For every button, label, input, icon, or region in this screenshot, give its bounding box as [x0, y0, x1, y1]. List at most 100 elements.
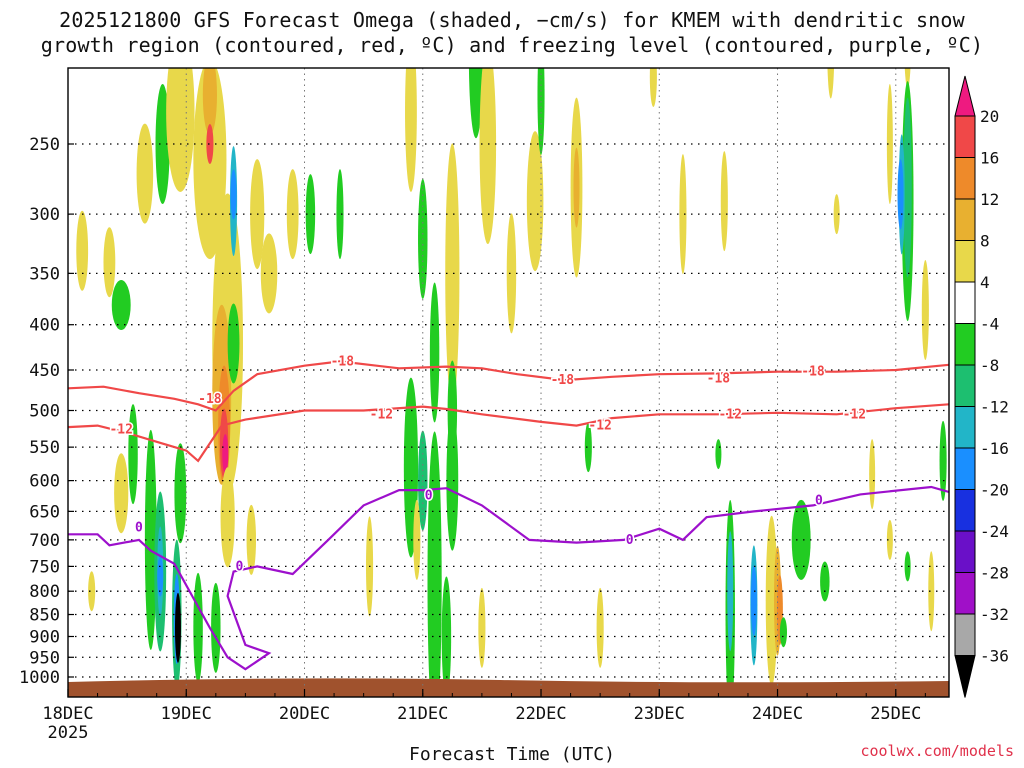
omega-cell: [128, 404, 138, 505]
contour-label: -12: [718, 407, 741, 422]
omega-cell: [833, 194, 840, 235]
omega-cell: [584, 422, 592, 473]
omega-cell: [445, 143, 460, 404]
colorbar-label: 16: [980, 149, 999, 168]
colorbar-bottom-arrow: [954, 655, 976, 698]
omega-cell: [750, 565, 757, 636]
chart-title-line2: growth region (contoured, red, ºC) and f…: [40, 33, 984, 57]
y-tick-label: 650: [29, 502, 60, 522]
omega-cell: [405, 68, 417, 192]
omega-cell: [114, 453, 129, 534]
omega-cell: [206, 124, 214, 164]
x-tick-label: 23DEC: [634, 704, 685, 724]
omega-cell: [336, 169, 344, 260]
y-tick-label: 950: [29, 648, 60, 668]
contour-label: -12: [109, 422, 132, 437]
y-tick-label: 600: [29, 472, 60, 492]
omega-cell: [820, 561, 830, 602]
omega-cell: [939, 420, 947, 501]
omega-cell: [526, 131, 544, 272]
contour-label: -18: [551, 373, 575, 388]
omega-cell: [76, 210, 89, 291]
omega-cell: [211, 582, 221, 673]
y-tick-label: 250: [29, 135, 60, 155]
omega-cell: [904, 551, 911, 582]
omega-cell: [968, 0, 977, 88]
colorbar: 20 16 12 8 4 -4 -8 -12 -16 -20 -24 -28 -32 -36: [954, 75, 1009, 698]
y-tick-label: 350: [29, 264, 60, 284]
x-tick-label: 21DEC: [397, 704, 448, 724]
contour-label: 0: [425, 489, 433, 504]
omega-cell: [355, 0, 361, 56]
y-tick-label: 300: [29, 205, 60, 225]
omega-cell: [174, 443, 187, 544]
contour-label: -12: [843, 407, 866, 422]
x-tick-label: 24DEC: [752, 704, 803, 724]
y-tick-label: 500: [29, 402, 60, 422]
omega-cell: [765, 515, 778, 686]
contour--18: [68, 360, 949, 412]
x-tick-label: 25DEC: [870, 704, 921, 724]
colorbar-label: 4: [980, 273, 990, 292]
contour-label: -18: [801, 365, 825, 380]
contour-labels: -18 -18 -18 -18 -18 -12 -12 -12 -12 -12 0 0 0 0 0: [108, 353, 868, 576]
omega-cell: [649, 68, 657, 107]
omega-cell: [506, 213, 517, 334]
omega-cell: [869, 439, 876, 510]
omega-cell: [904, 68, 911, 89]
contour-label: 0: [815, 494, 823, 509]
colorbar-label: -28: [980, 564, 1009, 583]
omega-cell: [157, 556, 164, 597]
omega-cell: [897, 159, 904, 230]
omega-shading: [76, 0, 977, 697]
colorbar-label: 8: [980, 232, 990, 251]
x-tick-label: 20DEC: [279, 704, 330, 724]
x-tick-label: 19DEC: [161, 704, 212, 724]
omega-cell: [111, 279, 131, 330]
ground-surface: [68, 678, 949, 697]
omega-cell: [921, 260, 929, 361]
colorbar-box: [954, 364, 976, 407]
omega-cell: [230, 169, 237, 220]
x-axis-label: Forecast Time (UTC): [409, 744, 615, 765]
contour-label: 0: [135, 521, 143, 536]
omega-cell: [88, 571, 96, 612]
colorbar-box: [954, 613, 976, 656]
y-tick-label: 400: [29, 316, 60, 336]
colorbar-box: [954, 406, 976, 449]
colorbar-box: [954, 530, 976, 573]
colorbar-box: [954, 281, 976, 324]
colorbar-box: [954, 115, 976, 158]
contour--12: [68, 403, 949, 463]
omega-cell: [897, 0, 906, 56]
omega-cell: [354, 0, 362, 62]
credit-text: coolwx.com/models: [860, 742, 1014, 760]
colorbar-box: [954, 323, 976, 366]
x-axis-ticks: 18DEC 19DEC 20DEC 21DEC 22DEC 23DEC 24DEC 25DEC…: [42, 689, 926, 743]
contour-label: 0: [236, 559, 244, 574]
contour-0: [68, 485, 949, 671]
colorbar-box: [954, 447, 976, 490]
omega-cell: [136, 123, 154, 224]
x-tick-label: 18DEC: [42, 704, 93, 724]
y-axis-ticks: 2503003504004505005506006507007508008509…: [19, 135, 74, 688]
omega-cell: [220, 467, 235, 568]
omega-cell: [427, 431, 442, 697]
omega-cell: [637, 0, 646, 56]
y-tick-label: 850: [29, 606, 60, 626]
omega-cell: [537, 68, 545, 155]
contour-label: -18: [331, 354, 355, 369]
omega-cell: [573, 147, 580, 228]
ground-strip: [68, 678, 949, 697]
contour-label: -12: [588, 419, 611, 434]
colorbar-box: [954, 489, 976, 532]
omega-cell: [679, 154, 687, 275]
colorbar-box: [954, 240, 976, 283]
omega-cell: [446, 410, 459, 551]
omega-cell: [903, 97, 912, 278]
contour-label: -18: [707, 371, 731, 386]
contour-label: -18: [198, 392, 222, 407]
contour-label: -12: [370, 407, 393, 422]
x-tick-label: 22DEC: [515, 704, 566, 724]
omega-cell: [596, 587, 604, 668]
